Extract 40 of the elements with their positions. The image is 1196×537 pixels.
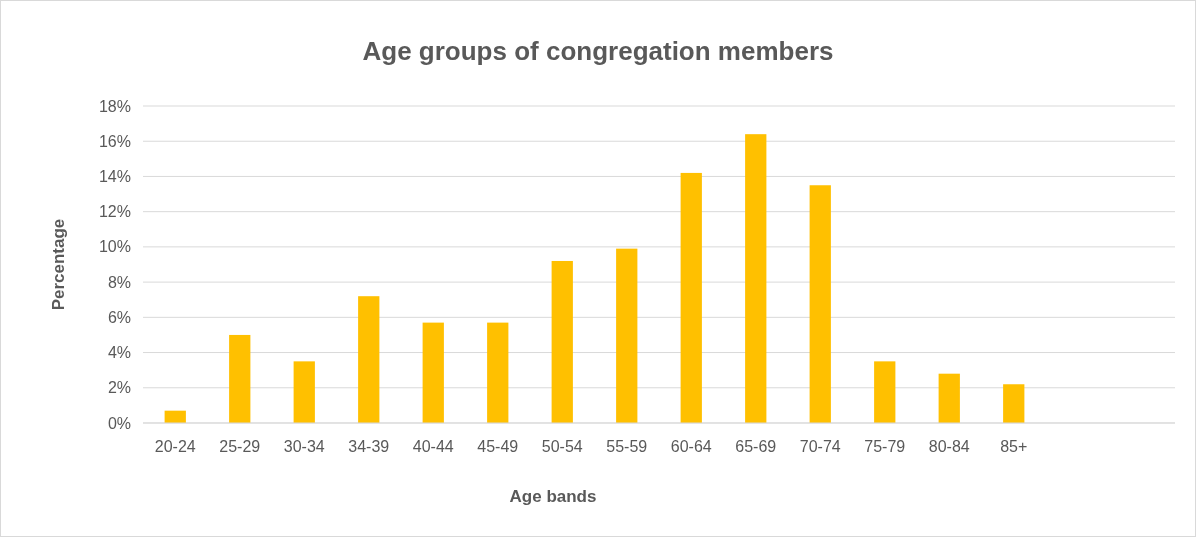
x-tick-label: 75-79 bbox=[864, 438, 906, 455]
x-tick-label: 65-69 bbox=[735, 438, 777, 455]
bar bbox=[293, 361, 315, 423]
x-tick-label: 30-34 bbox=[283, 438, 325, 455]
y-tick-label: 10% bbox=[98, 238, 131, 256]
y-tick-label: 16% bbox=[98, 132, 131, 150]
x-tick-label: 85+ bbox=[1000, 438, 1028, 455]
bar bbox=[358, 296, 380, 423]
y-tick-label: 14% bbox=[98, 168, 131, 186]
bar bbox=[551, 260, 573, 423]
bar bbox=[616, 248, 638, 423]
y-tick-label: 18% bbox=[98, 97, 131, 115]
x-tick-label: 25-29 bbox=[219, 438, 261, 455]
y-axis-title: Percentage bbox=[49, 218, 68, 311]
bar bbox=[809, 185, 831, 423]
x-tick-label: 80-84 bbox=[928, 438, 970, 455]
y-tick-label: 2% bbox=[107, 379, 131, 397]
x-tick-label: 70-74 bbox=[799, 438, 841, 455]
x-tick-label: 20-24 bbox=[154, 438, 196, 455]
x-tick-label: 50-54 bbox=[541, 438, 583, 455]
bar bbox=[1003, 384, 1025, 423]
x-tick-label: 60-64 bbox=[670, 438, 712, 455]
y-tick-label: 4% bbox=[107, 344, 131, 362]
x-tick-label: 45-49 bbox=[477, 438, 519, 455]
bar bbox=[680, 172, 702, 423]
bar bbox=[874, 361, 896, 423]
y-tick-label: 12% bbox=[98, 203, 131, 221]
bar bbox=[745, 134, 767, 423]
bar bbox=[487, 322, 509, 423]
x-tick-label: 40-44 bbox=[412, 438, 454, 455]
bar bbox=[422, 322, 444, 423]
x-tick-label: 55-59 bbox=[606, 438, 648, 455]
bar bbox=[938, 373, 960, 423]
bar bbox=[229, 334, 251, 423]
y-tick-label: 8% bbox=[107, 273, 131, 291]
y-tick-label: 0% bbox=[107, 414, 131, 432]
x-tick-label: 34-39 bbox=[348, 438, 390, 455]
y-tick-label: 6% bbox=[107, 308, 131, 326]
x-axis-title: Age bands bbox=[509, 487, 597, 506]
chart-title: Age groups of congregation members bbox=[362, 36, 834, 66]
